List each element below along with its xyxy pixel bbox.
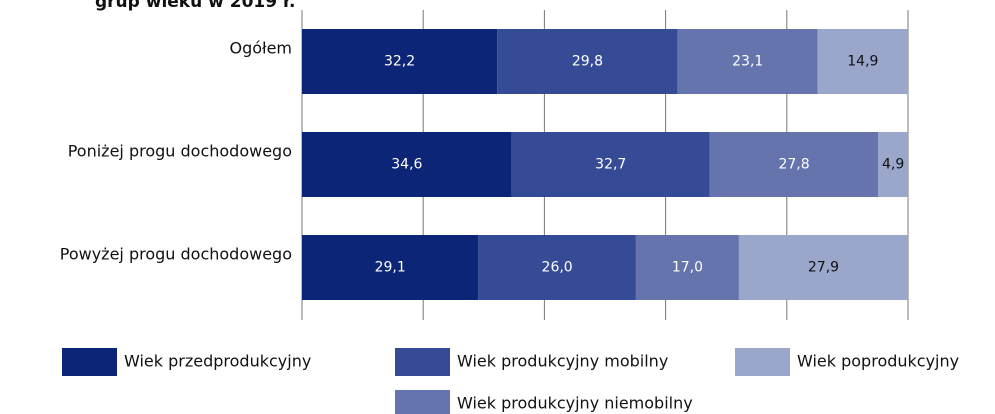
value-label: 29,8	[572, 54, 603, 70]
value-label: 4,9	[882, 157, 904, 173]
value-label: 26,0	[542, 260, 573, 276]
bar-segment	[302, 235, 479, 300]
bar-segment	[302, 132, 512, 197]
value-label: 23,1	[732, 54, 763, 70]
value-label: 32,7	[595, 157, 626, 173]
value-label: 34,6	[391, 157, 422, 173]
legend-swatch	[62, 348, 117, 376]
legend-label: Wiek produkcyjny mobilny	[457, 352, 668, 371]
category-label: Powyżej progu dochodowego	[60, 245, 292, 264]
bar-segment	[709, 132, 879, 197]
legend-swatch	[395, 390, 450, 414]
bar-segment	[478, 235, 636, 300]
bar-segment	[497, 29, 678, 94]
bar-segment	[817, 29, 908, 94]
value-label: 32,2	[384, 54, 415, 70]
bar-segment	[677, 29, 818, 94]
value-label: 14,9	[847, 54, 878, 70]
chart-title: grup wieku w 2019 r.	[95, 0, 295, 12]
bar-segment	[511, 132, 710, 197]
value-label: 27,8	[778, 157, 809, 173]
legend-label: Wiek produkcyjny niemobilny	[457, 394, 693, 413]
value-label: 27,9	[808, 260, 839, 276]
legend-swatch	[735, 348, 790, 376]
legend-label: Wiek przedprodukcyjny	[124, 352, 311, 371]
bar-segment	[878, 132, 908, 197]
value-label: 29,1	[375, 260, 406, 276]
bar-segment	[635, 235, 739, 300]
bar-segment	[738, 235, 908, 300]
category-label: Poniżej progu dochodowego	[68, 142, 292, 161]
bar-segment	[302, 29, 498, 94]
legend-label: Wiek poprodukcyjny	[797, 352, 959, 371]
category-label: Ogółem	[229, 39, 292, 58]
legend-swatch	[395, 348, 450, 376]
value-label: 17,0	[672, 260, 703, 276]
